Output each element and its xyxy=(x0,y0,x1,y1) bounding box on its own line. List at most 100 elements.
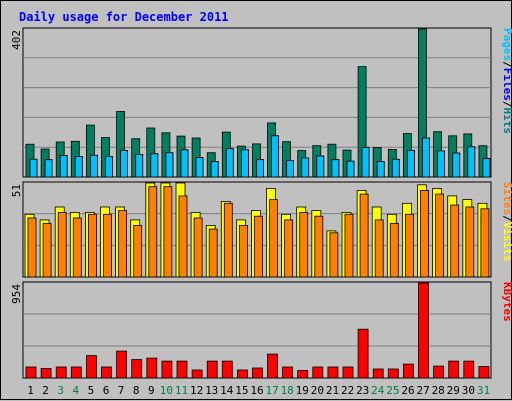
bar-sites-day-2 xyxy=(42,223,52,278)
x-tick-label: 23 xyxy=(356,384,369,397)
bar-sites-day-16 xyxy=(254,215,263,278)
bar-pages-day-19 xyxy=(301,157,310,178)
bar-kbytes-day-8 xyxy=(131,359,143,379)
bar-pages-day-13 xyxy=(210,161,219,178)
bar-sites-day-12 xyxy=(193,217,203,278)
bar-kbytes-day-4 xyxy=(70,366,82,379)
x-tick-label: 2 xyxy=(42,384,49,397)
bar-pages-day-26 xyxy=(406,150,415,178)
bar-pages-day-22 xyxy=(346,160,355,178)
bar-kbytes-day-31 xyxy=(478,366,490,379)
chart-panels: 402 Pages/Files/Hits 51 Sites / Visits 954KByt… xyxy=(10,27,512,379)
bar-pages-day-30 xyxy=(467,146,476,178)
x-tick-label: 22 xyxy=(341,384,354,397)
bar-kbytes-day-2 xyxy=(40,368,52,379)
bar-pages-day-8 xyxy=(135,154,144,178)
bar-kbytes-day-27 xyxy=(418,282,429,379)
bar-sites-day-10 xyxy=(163,186,173,278)
x-tick-label: 30 xyxy=(462,384,475,397)
bar-pages-day-3 xyxy=(59,155,68,178)
y-tick-label: 51 xyxy=(10,184,23,197)
x-tick-label: 17 xyxy=(265,384,278,397)
panel-kbytes: 954 KBytes xyxy=(10,281,512,379)
bar-sites-day-26 xyxy=(404,213,414,278)
bar-kbytes-day-28 xyxy=(433,365,445,379)
x-tick-label: 28 xyxy=(432,384,445,397)
x-tick-label: 19 xyxy=(296,384,309,397)
x-axis-ticks: 1 2 3 4 5 6 7 8 9 10 11 12 13 14 15 16 17 18 19 20 21 22 23 24 2… xyxy=(27,384,490,397)
bar-kbytes-day-16 xyxy=(252,367,263,379)
panel-legend: Pages/Files/Hits xyxy=(501,28,512,134)
bar-sites-day-7 xyxy=(118,210,127,278)
bar-sites-day-17 xyxy=(269,199,278,278)
bar-kbytes-day-30 xyxy=(463,360,475,379)
bar-pages-day-23 xyxy=(361,147,370,178)
bar-kbytes-day-15 xyxy=(236,369,248,379)
x-tick-label: 5 xyxy=(88,384,95,397)
bar-sites-day-15 xyxy=(238,224,248,278)
bar-kbytes-day-29 xyxy=(448,360,460,379)
x-tick-label: 13 xyxy=(205,384,218,397)
bar-sites-day-9 xyxy=(148,186,158,278)
bar-kbytes-day-5 xyxy=(86,355,97,379)
bar-kbytes-day-10 xyxy=(161,360,173,379)
x-tick-label: 4 xyxy=(72,384,79,397)
bar-sites-day-1 xyxy=(27,217,37,278)
bar-sites-day-29 xyxy=(450,204,460,278)
bar-kbytes-day-18 xyxy=(282,366,294,379)
bar-sites-day-23 xyxy=(359,193,369,278)
x-tick-label: 16 xyxy=(250,384,263,397)
bar-pages-day-10 xyxy=(165,152,174,178)
x-tick-label: 1 xyxy=(27,384,34,397)
legend-entry: / xyxy=(501,61,512,68)
x-tick-label: 9 xyxy=(148,384,155,397)
x-tick-label: 24 xyxy=(371,384,385,397)
bar-pages-day-18 xyxy=(286,159,295,178)
bar-kbytes-day-3 xyxy=(55,366,67,379)
plot-area xyxy=(22,281,492,379)
bar-sites-day-5 xyxy=(88,213,97,278)
x-tick-label: 11 xyxy=(175,384,188,397)
x-tick-label: 18 xyxy=(281,384,294,397)
bar-pages-day-20 xyxy=(316,155,325,178)
bar-sites-day-11 xyxy=(178,195,188,278)
bar-kbytes-day-6 xyxy=(101,366,112,379)
chart-title: Daily usage for December 2011 xyxy=(19,10,229,24)
bar-pages-day-17 xyxy=(271,135,279,178)
bar-pages-day-24 xyxy=(376,161,385,178)
bar-sites-day-14 xyxy=(223,202,233,278)
x-tick-label: 8 xyxy=(133,384,140,397)
bar-kbytes-day-24 xyxy=(372,368,384,379)
bar-kbytes-day-12 xyxy=(191,369,203,379)
bar-sites-day-19 xyxy=(299,212,309,278)
bar-sites-day-25 xyxy=(389,223,399,278)
x-tick-label: 6 xyxy=(103,384,110,397)
x-tick-label: 21 xyxy=(326,384,339,397)
bar-pages-day-27 xyxy=(422,137,430,178)
bar-pages-day-9 xyxy=(150,153,159,178)
bar-pages-day-29 xyxy=(452,152,461,178)
legend-entry: Visits xyxy=(501,222,512,262)
bar-kbytes-day-21 xyxy=(327,366,339,379)
x-tick-label: 12 xyxy=(190,384,203,397)
bar-pages-day-12 xyxy=(195,157,204,178)
x-tick-label: 31 xyxy=(477,384,490,397)
x-tick-label: 14 xyxy=(220,384,234,397)
bar-sites-day-6 xyxy=(103,213,112,278)
legend-entry: Sites xyxy=(501,182,512,215)
bar-pages-day-6 xyxy=(105,155,113,178)
bar-sites-day-28 xyxy=(435,193,445,278)
bar-kbytes-day-13 xyxy=(206,360,218,379)
bar-kbytes-day-1 xyxy=(25,366,37,379)
bar-pages-day-28 xyxy=(437,150,446,178)
bar-pages-day-4 xyxy=(74,155,83,178)
y-tick-label: 402 xyxy=(10,30,23,50)
panel-hits-files-pages: 402 Pages/Files/Hits xyxy=(10,27,512,178)
bar-sites-day-4 xyxy=(72,217,82,278)
x-tick-label: 29 xyxy=(447,384,460,397)
bar-sites-day-3 xyxy=(57,212,67,278)
bar-kbytes-day-22 xyxy=(342,366,354,379)
bar-sites-day-8 xyxy=(133,224,143,278)
x-tick-label: 10 xyxy=(160,384,173,397)
